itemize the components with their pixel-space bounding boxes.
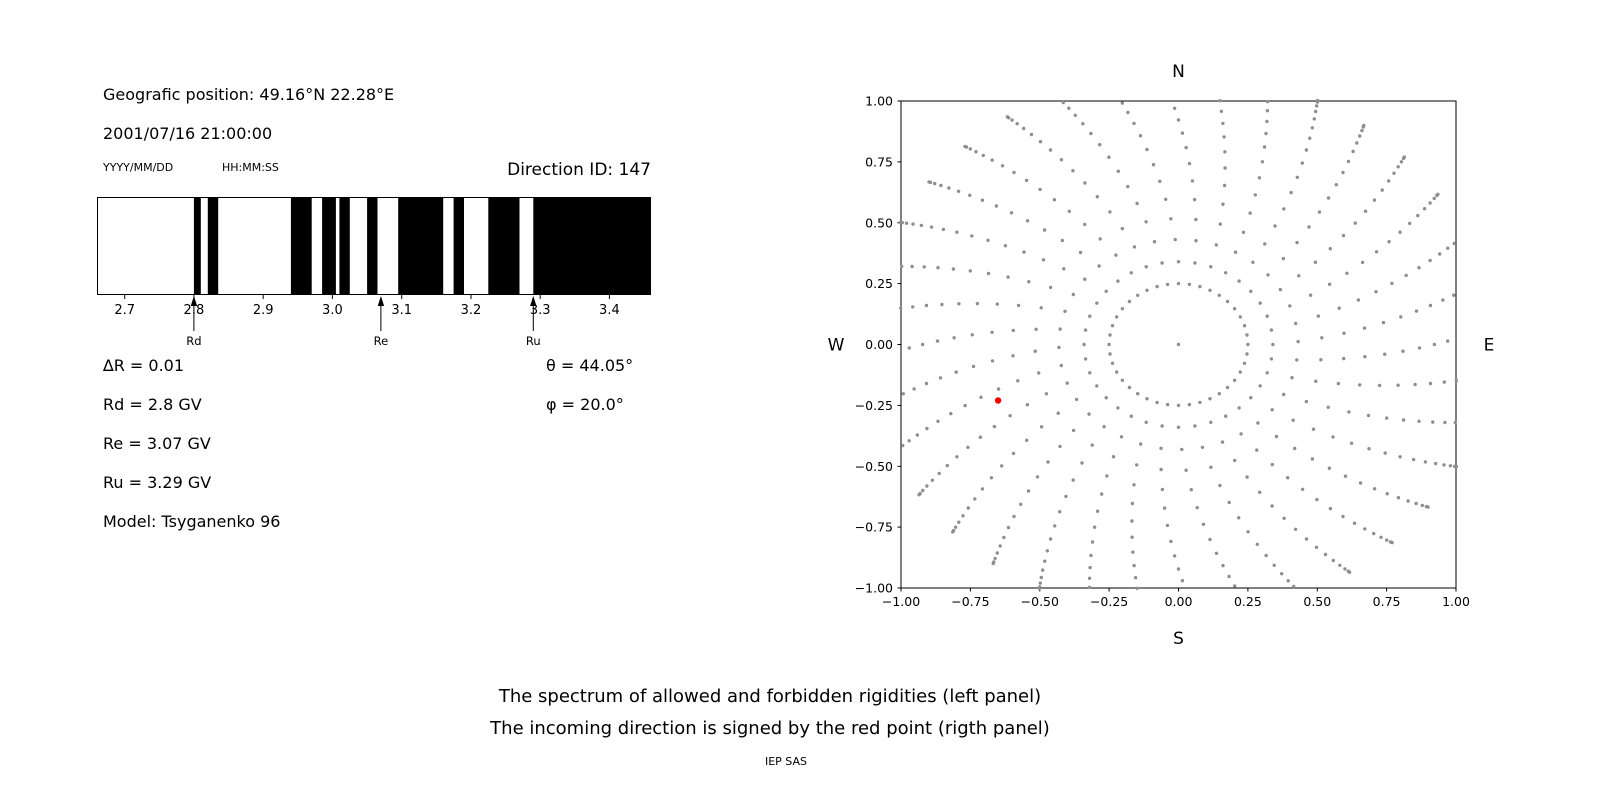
incoming-direction-point <box>994 397 1002 404</box>
y-tick-label: 0.50 <box>865 215 893 230</box>
param-rd: Rd = 2.8 GV <box>103 395 202 414</box>
allowed-rigidity-band <box>453 198 464 294</box>
asymptotic-direction-dots <box>898 98 1459 591</box>
x-tick-label: −1.00 <box>882 594 920 609</box>
date-format-label: YYYY/MM/DD <box>103 161 174 174</box>
x-tick-label: 3.4 <box>599 303 620 318</box>
cutoff-arrow <box>377 296 385 306</box>
caption-line-1: The spectrum of allowed and forbidden ri… <box>498 686 1042 707</box>
x-tick-label: 0.25 <box>1234 594 1262 609</box>
allowed-rigidity-band <box>207 198 219 294</box>
cutoff-marker-label: Ru <box>526 334 541 348</box>
y-tick-label: 1.00 <box>865 94 893 109</box>
allowed-rigidity-band <box>533 198 651 294</box>
param-model: Model: Tsyganenko 96 <box>103 512 281 531</box>
x-tick-label: 2.7 <box>114 303 135 318</box>
x-tick-label: 3.2 <box>461 303 482 318</box>
y-tick-label: 0.25 <box>865 276 893 291</box>
x-tick-label: 3.3 <box>530 303 551 318</box>
cutoff-arrow <box>190 296 198 306</box>
param-delta-r: ∆R = 0.01 <box>103 356 185 375</box>
x-tick-label: 3.0 <box>322 303 343 318</box>
y-tick-label: −0.25 <box>855 398 893 413</box>
time-format-label: HH:MM:SS <box>222 161 279 174</box>
x-tick-label: 3.1 <box>391 303 412 318</box>
param-phi: φ = 20.0° <box>546 395 624 414</box>
cutoff-arrow <box>530 296 537 306</box>
cutoff-marker-label: Re <box>374 334 389 348</box>
compass-north-label: N <box>1172 62 1185 82</box>
caption-line-2: The incoming direction is signed by the … <box>490 718 1050 739</box>
param-theta: θ = 44.05° <box>546 356 634 375</box>
direction-id: Direction ID: 147 <box>507 160 651 180</box>
incoming-direction-plot: −1.00 −0.75 −0.50 −0.25 0.00 0.25 0.50 0.75 1.00… <box>828 62 1495 649</box>
compass-west-label: W <box>828 336 845 356</box>
y-tick-label: −1.00 <box>855 581 893 596</box>
datetime: 2001/07/16 21:00:00 <box>103 124 273 143</box>
param-ru: Ru = 3.29 GV <box>103 473 212 492</box>
x-tick-label: 0.75 <box>1373 594 1401 609</box>
x-tick-label: 1.00 <box>1442 594 1470 609</box>
x-tick-label: −0.50 <box>1021 594 1059 609</box>
x-tick-label: 0.00 <box>1165 594 1193 609</box>
geographic-position: Geografic position: 49.16°N 22.28°E <box>103 85 395 104</box>
allowed-rigidity-band <box>322 198 336 294</box>
compass-east-label: E <box>1484 336 1495 356</box>
x-tick-label: −0.25 <box>1090 594 1128 609</box>
x-tick-label: 2.9 <box>253 303 274 318</box>
x-tick-label: 0.50 <box>1303 594 1331 609</box>
credit-label: IEP SAS <box>764 755 808 768</box>
y-tick-label: 0.00 <box>865 337 893 352</box>
allowed-rigidity-band <box>193 198 201 294</box>
compass-south-label: S <box>1173 629 1184 649</box>
allowed-rigidity-band <box>398 198 444 294</box>
allowed-rigidity-band <box>339 198 350 294</box>
allowed-rigidity-band <box>367 198 378 294</box>
param-re: Re = 3.07 GV <box>103 434 211 453</box>
y-tick-label: −0.50 <box>855 459 893 474</box>
allowed-rigidity-band <box>488 198 520 294</box>
allowed-rigidity-band <box>290 198 312 294</box>
rigidity-spectrum-plot: 2.7 2.8 2.9 3.0 3.1 3.2 3.3 3.4Rd Re Ru <box>97 197 651 348</box>
cutoff-marker-label: Rd <box>186 334 201 348</box>
y-tick-label: −0.75 <box>855 520 893 535</box>
y-tick-label: 0.75 <box>865 154 893 169</box>
x-tick-label: −0.75 <box>951 594 989 609</box>
